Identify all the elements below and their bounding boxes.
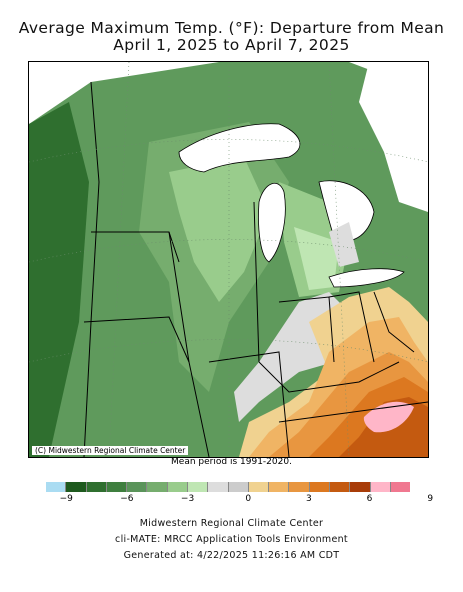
legend-swatch <box>248 482 270 492</box>
legend-swatch <box>329 482 351 492</box>
legend-tick-labels: −9 −6 −3 0 3 6 9 <box>46 494 434 506</box>
title-line-2: April 1, 2025 to April 7, 2025 <box>113 36 350 54</box>
legend-swatch <box>147 482 168 492</box>
legend-swatch <box>390 482 411 492</box>
lake-huron <box>318 180 375 242</box>
footer-line-2: cli-MATE: MRCC Application Tools Environ… <box>115 534 348 545</box>
legend-swatch <box>66 482 87 492</box>
legend-tick-label: 6 <box>366 494 373 504</box>
central-lighter-zone <box>169 157 269 302</box>
map-title: Average Maximum Temp. (°F): Departure fr… <box>0 20 463 54</box>
legend-swatch <box>127 482 148 492</box>
footer: Midwestern Regional Climate Center cli-M… <box>0 516 463 564</box>
legend-swatch <box>106 482 128 492</box>
footer-line-1: Midwestern Regional Climate Center <box>139 518 324 529</box>
lake-erie <box>328 268 405 288</box>
legend-bar <box>46 482 411 492</box>
mean-period-note: Mean period is 1991-2020. <box>171 457 292 467</box>
map-svg <box>29 62 428 457</box>
temperature-departure-map: (C) Midwestern Regional Climate Center <box>28 61 429 458</box>
legend-swatch <box>86 482 107 492</box>
canada-region <box>359 62 428 212</box>
legend-swatch <box>309 482 330 492</box>
color-legend <box>46 482 411 492</box>
legend-swatch <box>208 482 229 492</box>
legend-swatch <box>228 482 249 492</box>
legend-tick-label: −3 <box>180 494 195 504</box>
legend-tick-label: 0 <box>245 494 252 504</box>
legend-tick-label: 3 <box>306 494 312 504</box>
title-line-1: Average Maximum Temp. (°F): Departure fr… <box>18 19 445 37</box>
legend-swatch <box>289 482 310 492</box>
legend-swatch <box>269 482 290 492</box>
legend-tick-label: 9 <box>427 494 434 504</box>
state-boundaries <box>83 81 428 457</box>
michigan-light-zone <box>294 227 339 290</box>
legend-swatch <box>46 482 67 492</box>
legend-swatch <box>370 482 391 492</box>
footer-line-3: Generated at: 4/22/2025 11:26:16 AM CDT <box>123 550 340 561</box>
graticule <box>29 62 428 457</box>
legend-swatch <box>187 482 209 492</box>
near-normal-zone-2 <box>329 222 359 267</box>
lake-superior <box>178 123 301 173</box>
legend-tick-label: −6 <box>120 494 134 504</box>
map-credit: (C) Midwestern Regional Climate Center <box>32 446 189 455</box>
legend-tick-label: −9 <box>59 494 73 504</box>
legend-swatch <box>350 482 371 492</box>
west-dark-zone <box>29 102 89 457</box>
legend-swatch <box>167 482 188 492</box>
